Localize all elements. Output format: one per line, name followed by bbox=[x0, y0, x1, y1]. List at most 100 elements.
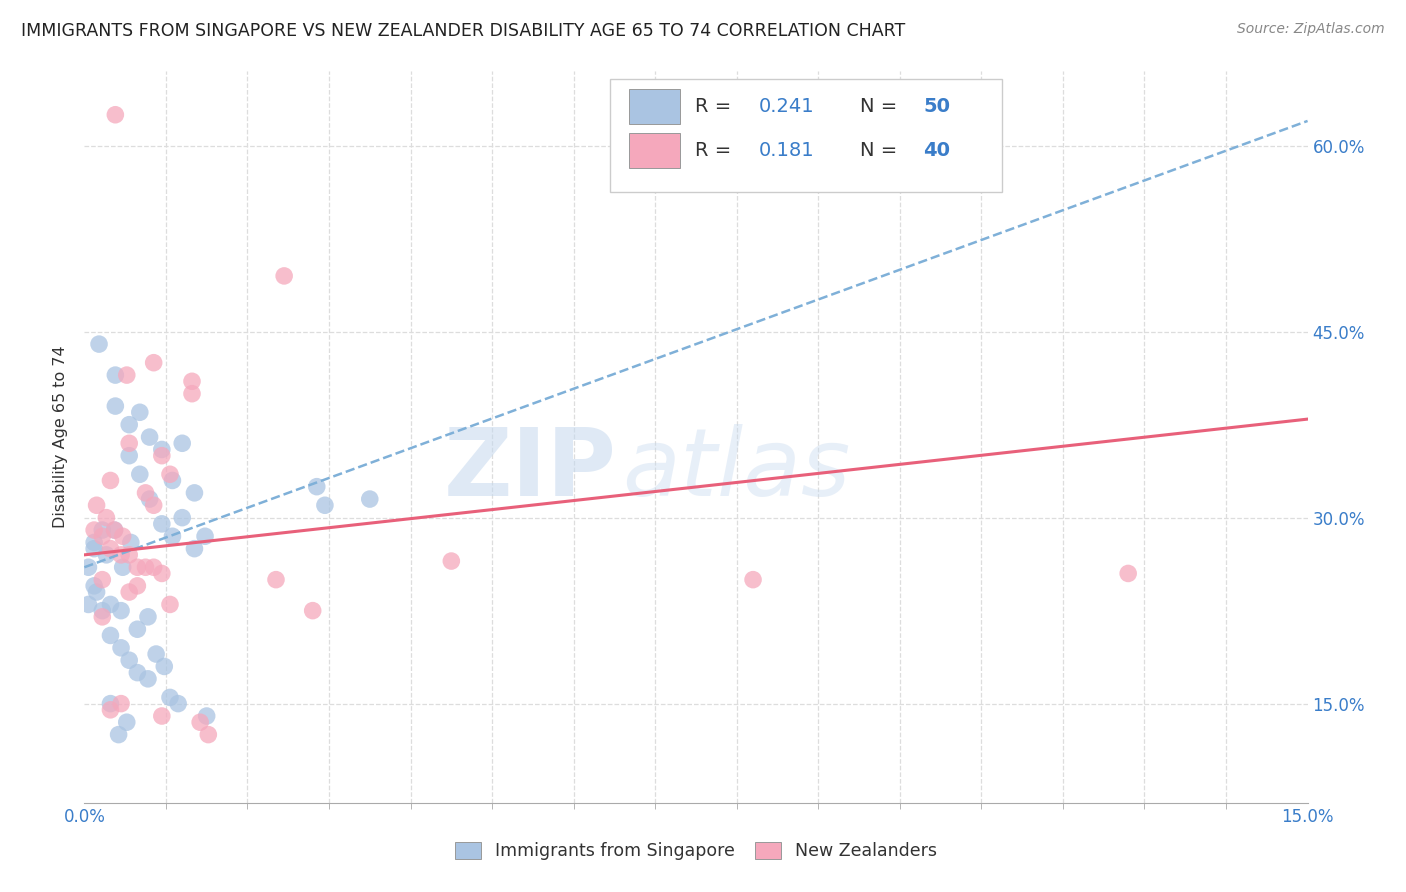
Point bbox=[127, 622, 149, 636]
Point bbox=[77, 560, 100, 574]
Point bbox=[100, 697, 122, 711]
Point bbox=[100, 703, 122, 717]
Legend: Immigrants from Singapore, New Zealanders: Immigrants from Singapore, New Zealander… bbox=[447, 835, 945, 867]
Y-axis label: Disability Age 65 to 74: Disability Age 65 to 74 bbox=[53, 346, 69, 528]
Point bbox=[96, 510, 118, 524]
Point bbox=[100, 598, 122, 612]
Point bbox=[138, 491, 160, 506]
Point bbox=[128, 467, 150, 482]
Point bbox=[104, 368, 127, 383]
Point bbox=[150, 566, 173, 581]
Point bbox=[83, 523, 105, 537]
Point bbox=[127, 560, 149, 574]
Point bbox=[127, 579, 149, 593]
Point bbox=[150, 449, 173, 463]
Text: R =: R = bbox=[695, 141, 744, 160]
FancyBboxPatch shape bbox=[628, 133, 681, 168]
Point bbox=[150, 516, 173, 531]
Point bbox=[150, 709, 173, 723]
Point bbox=[172, 510, 194, 524]
Point bbox=[111, 560, 134, 574]
Point bbox=[273, 268, 295, 283]
Point bbox=[162, 529, 184, 543]
Point bbox=[103, 523, 125, 537]
Point bbox=[118, 585, 141, 599]
Text: ZIP: ZIP bbox=[443, 424, 616, 516]
Point bbox=[77, 598, 100, 612]
Point bbox=[86, 585, 108, 599]
Point bbox=[115, 715, 138, 730]
Point bbox=[120, 535, 142, 549]
Point bbox=[181, 374, 204, 388]
Point bbox=[118, 548, 141, 562]
FancyBboxPatch shape bbox=[610, 78, 1002, 192]
Point bbox=[104, 399, 127, 413]
Point bbox=[87, 337, 110, 351]
Point bbox=[1116, 566, 1139, 581]
Text: R =: R = bbox=[695, 97, 737, 116]
Point bbox=[118, 653, 141, 667]
Point bbox=[103, 523, 125, 537]
Point bbox=[128, 405, 150, 419]
Point bbox=[100, 541, 122, 556]
Point bbox=[138, 430, 160, 444]
Point bbox=[83, 541, 105, 556]
Point bbox=[159, 598, 181, 612]
Text: 50: 50 bbox=[924, 97, 950, 116]
Point bbox=[91, 529, 114, 543]
Point bbox=[183, 486, 205, 500]
Point bbox=[83, 579, 105, 593]
Point bbox=[167, 697, 190, 711]
Point bbox=[145, 647, 167, 661]
Point bbox=[197, 728, 219, 742]
Point bbox=[359, 491, 381, 506]
Text: N =: N = bbox=[860, 141, 904, 160]
Point bbox=[183, 541, 205, 556]
Point bbox=[107, 728, 129, 742]
Point bbox=[305, 480, 328, 494]
Point bbox=[83, 535, 105, 549]
Point bbox=[159, 690, 181, 705]
Point bbox=[153, 659, 176, 673]
Point bbox=[264, 573, 287, 587]
Point bbox=[440, 554, 463, 568]
Point bbox=[195, 709, 218, 723]
Point bbox=[301, 604, 323, 618]
Point bbox=[127, 665, 149, 680]
Point bbox=[142, 356, 165, 370]
Point bbox=[118, 436, 141, 450]
Point bbox=[110, 548, 132, 562]
Point bbox=[118, 449, 141, 463]
Point bbox=[150, 442, 173, 457]
Point bbox=[86, 498, 108, 512]
Point bbox=[91, 604, 114, 618]
Point bbox=[100, 628, 122, 642]
Point bbox=[136, 610, 159, 624]
Point bbox=[314, 498, 336, 512]
Text: IMMIGRANTS FROM SINGAPORE VS NEW ZEALANDER DISABILITY AGE 65 TO 74 CORRELATION C: IMMIGRANTS FROM SINGAPORE VS NEW ZEALAND… bbox=[21, 22, 905, 40]
Point bbox=[136, 672, 159, 686]
Point bbox=[142, 560, 165, 574]
Point bbox=[194, 529, 217, 543]
Point bbox=[742, 573, 765, 587]
Point bbox=[181, 386, 204, 401]
Point bbox=[162, 474, 184, 488]
Point bbox=[135, 486, 157, 500]
Point bbox=[96, 548, 118, 562]
Point bbox=[188, 715, 211, 730]
Text: atlas: atlas bbox=[623, 425, 851, 516]
Text: 40: 40 bbox=[924, 141, 950, 160]
Text: 0.181: 0.181 bbox=[758, 141, 814, 160]
Point bbox=[91, 573, 114, 587]
Point bbox=[172, 436, 194, 450]
Point bbox=[110, 604, 132, 618]
Point bbox=[159, 467, 181, 482]
Point bbox=[135, 560, 157, 574]
Point bbox=[91, 523, 114, 537]
Point bbox=[142, 498, 165, 512]
Point bbox=[104, 108, 127, 122]
Point bbox=[91, 610, 114, 624]
Text: Source: ZipAtlas.com: Source: ZipAtlas.com bbox=[1237, 22, 1385, 37]
Text: 0.241: 0.241 bbox=[758, 97, 814, 116]
Point bbox=[110, 640, 132, 655]
